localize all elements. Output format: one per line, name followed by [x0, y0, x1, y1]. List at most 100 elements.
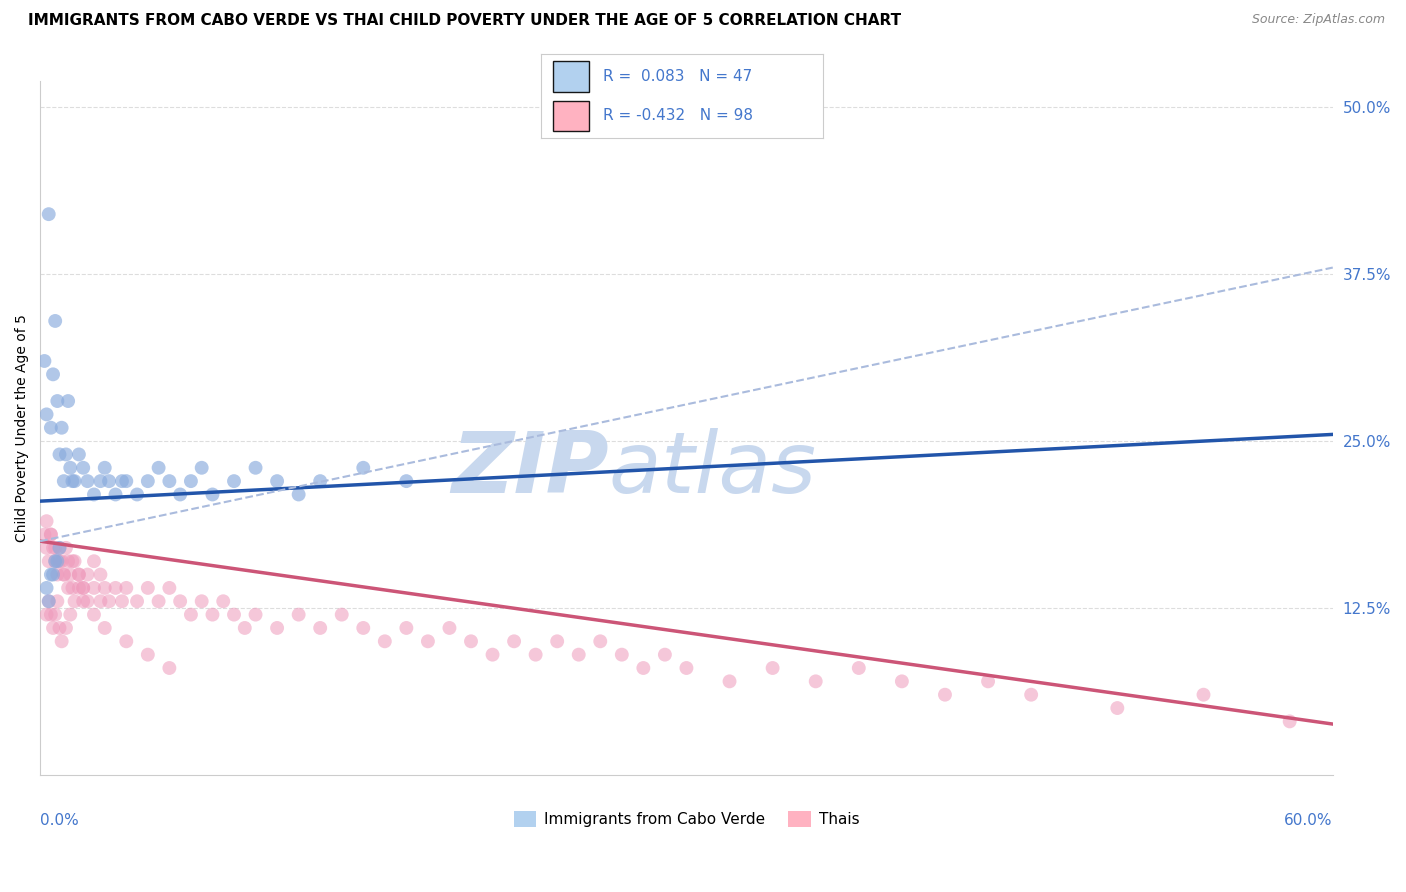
- Point: [157, 661, 180, 675]
- Point: [42, 567, 65, 582]
- Point: [212, 594, 235, 608]
- Point: [42, 621, 65, 635]
- Point: [977, 674, 1000, 689]
- Point: [46, 594, 69, 608]
- Point: [287, 487, 309, 501]
- Point: [44, 554, 66, 568]
- Point: [48, 621, 70, 635]
- Point: [190, 460, 212, 475]
- Point: [35, 607, 58, 622]
- Point: [804, 674, 827, 689]
- Point: [374, 634, 396, 648]
- Point: [59, 460, 82, 475]
- Point: [890, 674, 912, 689]
- Point: [89, 474, 111, 488]
- Point: [62, 554, 84, 568]
- Point: [83, 607, 105, 622]
- Point: [1192, 688, 1215, 702]
- Point: [287, 607, 309, 622]
- FancyBboxPatch shape: [553, 101, 589, 131]
- Legend: Immigrants from Cabo Verde, Thais: Immigrants from Cabo Verde, Thais: [508, 805, 866, 833]
- Point: [72, 594, 94, 608]
- Point: [67, 447, 90, 461]
- Point: [136, 648, 159, 662]
- Point: [93, 581, 115, 595]
- Point: [1278, 714, 1301, 729]
- Point: [55, 621, 77, 635]
- Point: [89, 567, 111, 582]
- Point: [72, 460, 94, 475]
- Point: [38, 554, 60, 568]
- Point: [46, 567, 69, 582]
- Point: [157, 581, 180, 595]
- Point: [245, 607, 267, 622]
- Point: [52, 567, 75, 582]
- Point: [111, 474, 134, 488]
- Point: [675, 661, 697, 675]
- Point: [55, 447, 77, 461]
- Point: [222, 607, 245, 622]
- Point: [63, 474, 86, 488]
- Point: [52, 567, 75, 582]
- Point: [63, 554, 86, 568]
- Point: [98, 474, 121, 488]
- Point: [148, 460, 170, 475]
- Point: [136, 474, 159, 488]
- Point: [439, 621, 461, 635]
- Point: [39, 567, 62, 582]
- Point: [115, 581, 138, 595]
- Text: Source: ZipAtlas.com: Source: ZipAtlas.com: [1251, 13, 1385, 27]
- Point: [72, 581, 94, 595]
- Point: [148, 594, 170, 608]
- Point: [48, 541, 70, 555]
- Point: [115, 474, 138, 488]
- Point: [136, 581, 159, 595]
- Point: [56, 581, 79, 595]
- Point: [190, 594, 212, 608]
- Point: [83, 487, 105, 501]
- Point: [63, 594, 86, 608]
- Point: [266, 474, 288, 488]
- Point: [125, 487, 148, 501]
- Point: [104, 581, 127, 595]
- Point: [46, 394, 69, 409]
- Point: [352, 460, 374, 475]
- Point: [416, 634, 439, 648]
- Point: [169, 594, 191, 608]
- Point: [89, 594, 111, 608]
- Point: [481, 648, 503, 662]
- Text: atlas: atlas: [609, 428, 817, 511]
- Point: [934, 688, 956, 702]
- Point: [42, 368, 65, 382]
- Point: [34, 527, 56, 541]
- Point: [180, 474, 202, 488]
- Point: [568, 648, 591, 662]
- Point: [115, 634, 138, 648]
- Point: [72, 581, 94, 595]
- Point: [180, 607, 202, 622]
- Point: [38, 594, 60, 608]
- Point: [44, 541, 66, 555]
- Point: [125, 594, 148, 608]
- Point: [266, 621, 288, 635]
- Point: [83, 554, 105, 568]
- Point: [718, 674, 741, 689]
- Point: [93, 621, 115, 635]
- Point: [460, 634, 482, 648]
- Point: [762, 661, 785, 675]
- Point: [39, 527, 62, 541]
- Point: [44, 314, 66, 328]
- Point: [59, 607, 82, 622]
- Point: [51, 554, 73, 568]
- Point: [51, 634, 73, 648]
- Point: [222, 474, 245, 488]
- Point: [201, 607, 224, 622]
- Point: [330, 607, 353, 622]
- Point: [44, 554, 66, 568]
- Point: [55, 541, 77, 555]
- Point: [309, 474, 332, 488]
- Point: [35, 408, 58, 422]
- Point: [395, 474, 418, 488]
- Point: [201, 487, 224, 501]
- Point: [39, 527, 62, 541]
